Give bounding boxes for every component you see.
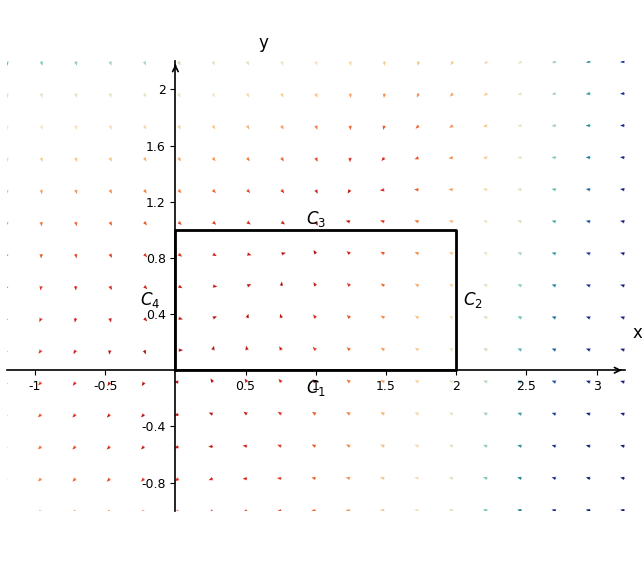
Text: $C_2$: $C_2$: [463, 290, 483, 310]
X-axis label: x: x: [632, 324, 642, 342]
Text: $C_3$: $C_3$: [306, 209, 326, 229]
Text: $C_4$: $C_4$: [140, 290, 160, 310]
Y-axis label: y: y: [258, 34, 268, 53]
Text: $C_1$: $C_1$: [306, 379, 325, 399]
